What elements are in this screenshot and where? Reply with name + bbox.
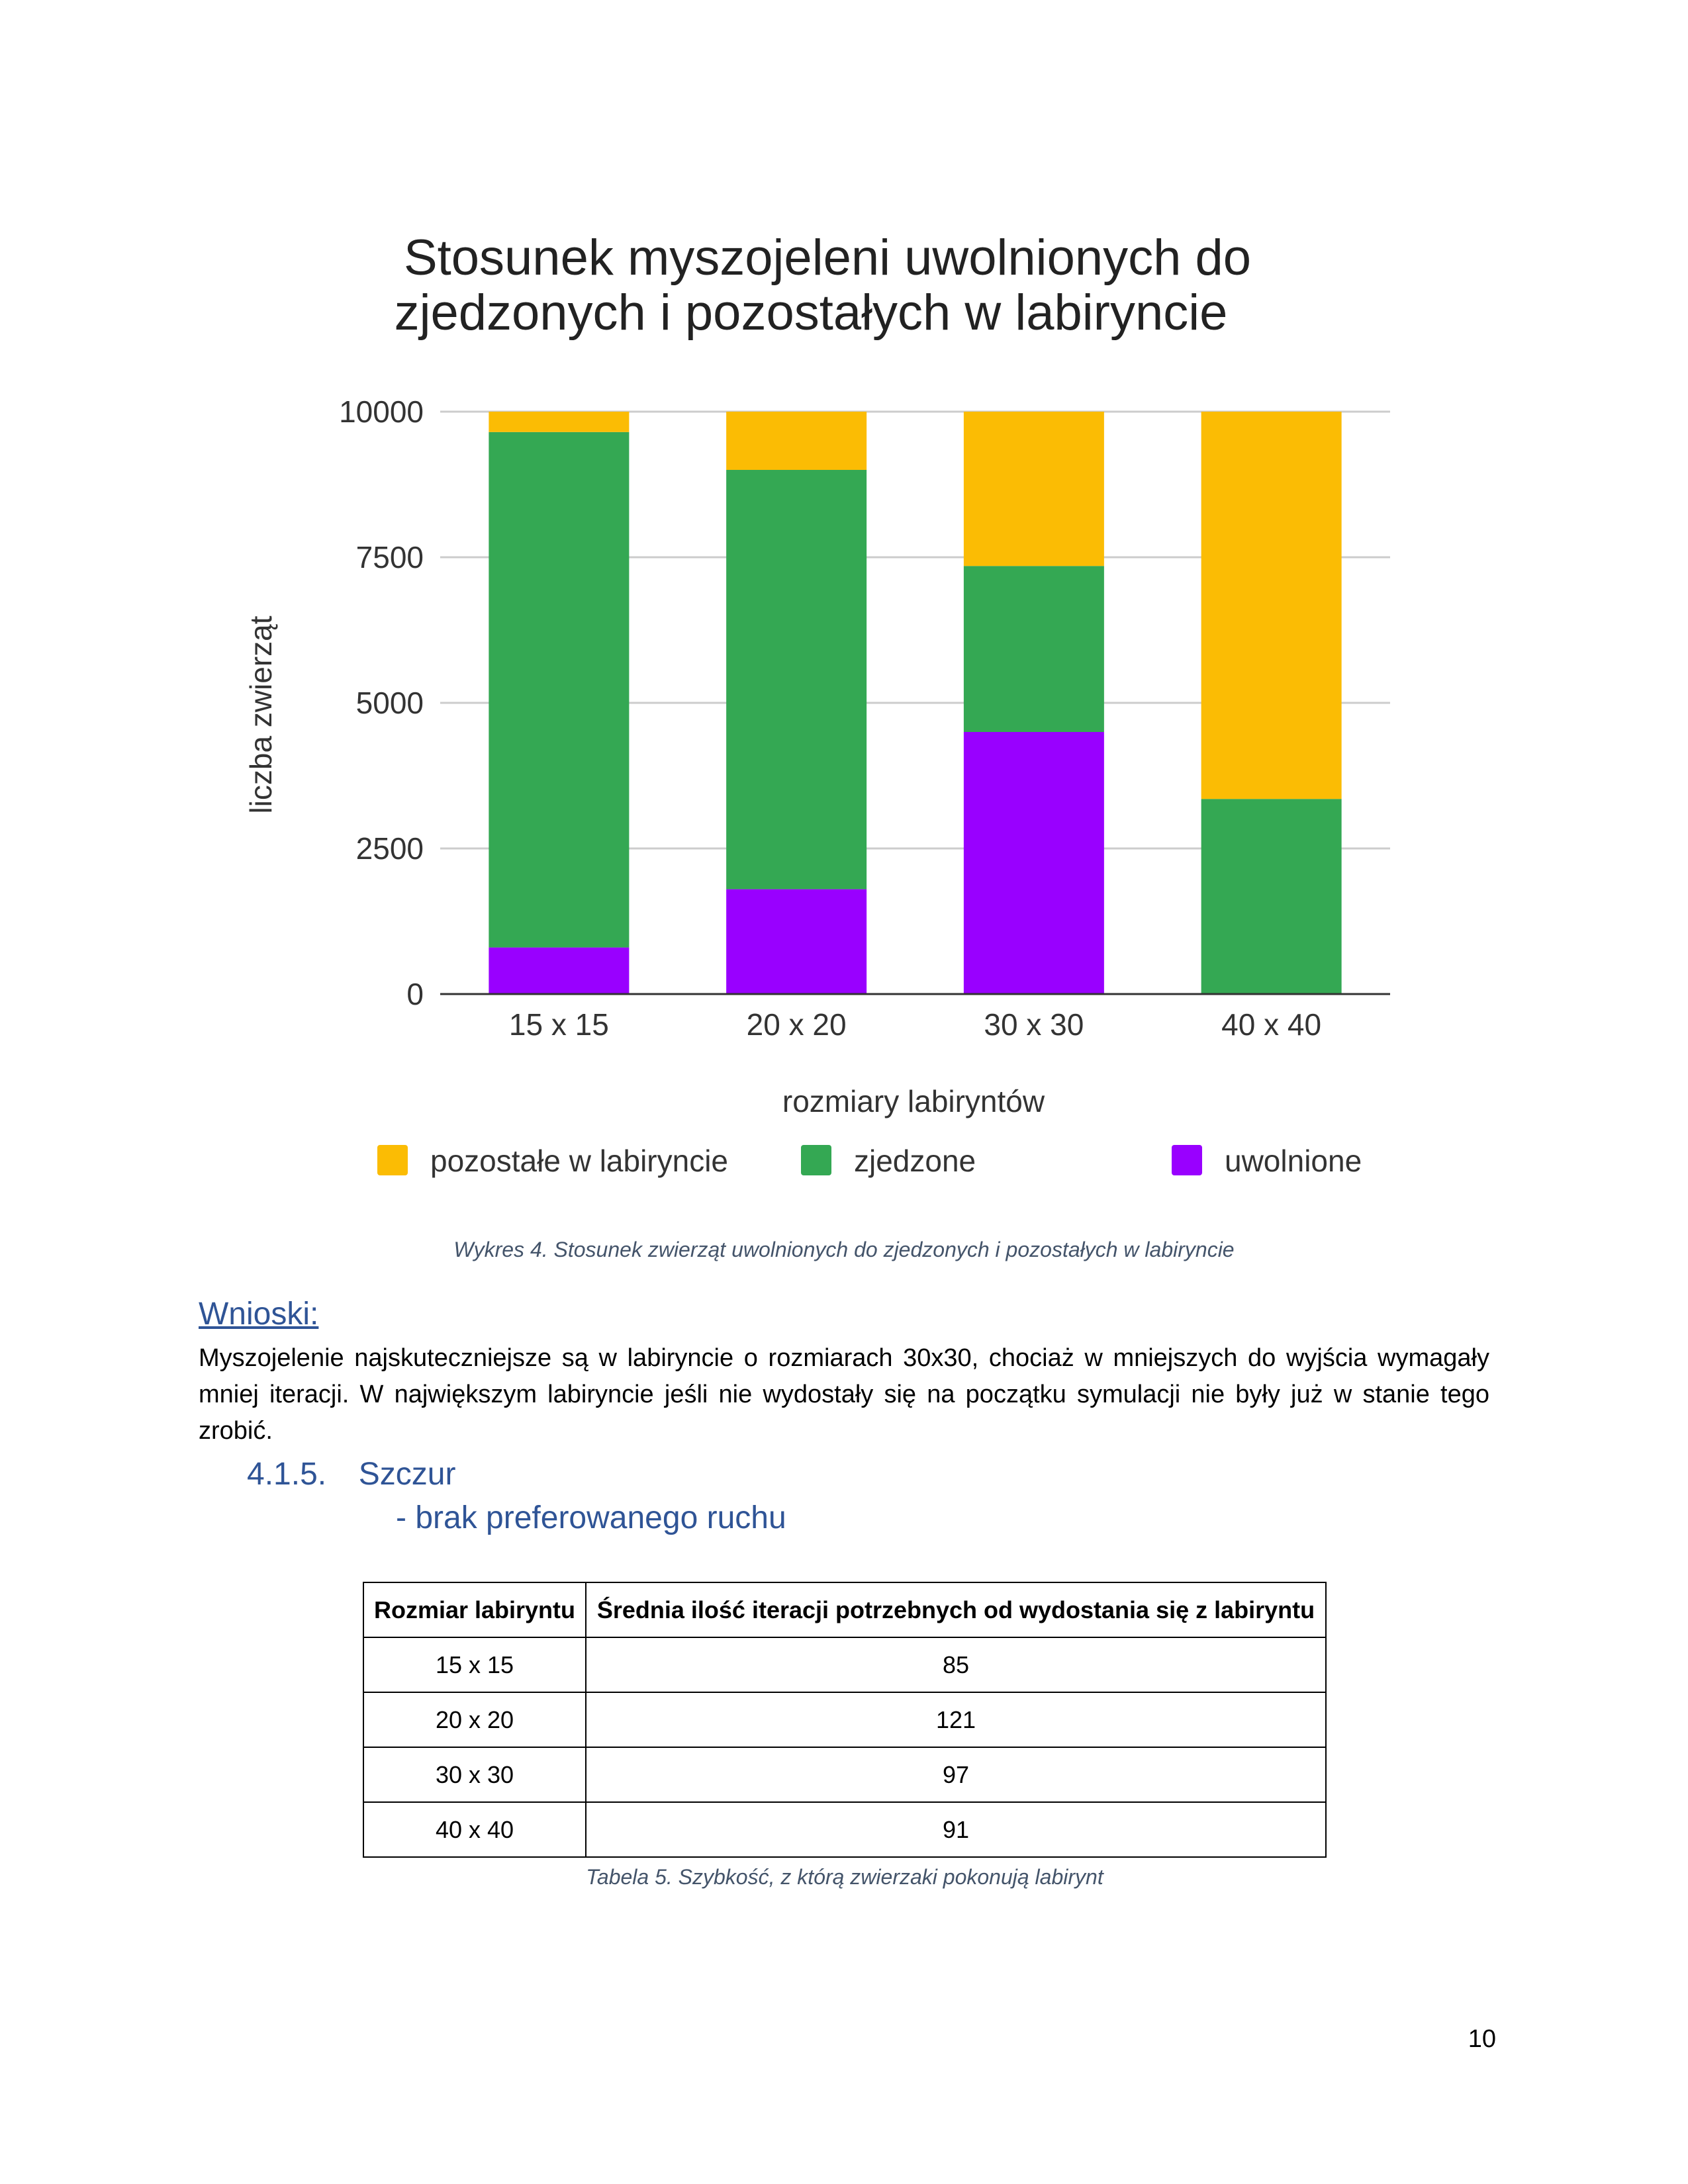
section-subtitle: - brak preferowanego ruchu	[396, 1500, 786, 1535]
axes: 0 2500 5000 7500 10000 15 x 15 20 x 20 30 x 30 4…	[339, 394, 1390, 1042]
y-tick-label: 2500	[356, 831, 424, 866]
legend-label: zjedzone	[854, 1144, 976, 1178]
legend: pozostałe w labiryncie zjedzone uwolnione	[377, 1144, 1362, 1178]
bar-segment	[963, 412, 1104, 567]
legend-label: uwolnione	[1225, 1144, 1362, 1178]
x-tick-label: 15 x 15	[509, 1007, 609, 1042]
section-title: Szczur	[358, 1457, 456, 1492]
table-caption: Tabela 5. Szybkość, z którą zwierzaki po…	[586, 1865, 1103, 1889]
bar-segment	[1201, 412, 1342, 799]
table-header-row: Rozmiar labiryntu Średnia ilość iteracji…	[363, 1582, 1327, 1638]
bar-segment	[726, 889, 867, 994]
bar-segment	[489, 432, 630, 948]
legend-label: pozostałe w labiryncie	[430, 1144, 728, 1178]
table-row: 20 x 20 121	[363, 1692, 1327, 1748]
table-header-cell: Średnia ilość iteracji potrzebnych od wy…	[585, 1582, 1327, 1638]
y-tick-label: 10000	[339, 394, 424, 429]
table-cell: 85	[585, 1637, 1327, 1693]
table-cell: 121	[585, 1692, 1327, 1748]
x-tick-label: 40 x 40	[1221, 1007, 1321, 1042]
y-tick-label: 0	[406, 977, 424, 1011]
table-header-cell: Rozmiar labiryntu	[363, 1582, 586, 1638]
legend-swatch	[801, 1145, 831, 1175]
x-tick-label: 30 x 30	[984, 1007, 1084, 1042]
y-axis-label: liczba zwierząt	[244, 615, 278, 813]
x-axis-label: rozmiary labiryntów	[782, 1084, 1045, 1118]
bar-segment	[489, 412, 630, 432]
table-cell: 40 x 40	[363, 1801, 586, 1858]
page-number: 10	[1468, 2025, 1496, 2053]
chart-title-line-1: Stosunek myszojeleni uwolnionych do	[404, 230, 1251, 286]
table-row: 15 x 15 85	[363, 1637, 1327, 1693]
y-tick-label: 5000	[356, 686, 424, 720]
figure-caption: Wykres 4. Stosunek zwierząt uwolnionych …	[453, 1238, 1235, 1261]
table-cell: 20 x 20	[363, 1692, 586, 1748]
table-cell: 30 x 30	[363, 1747, 586, 1803]
bar-segment	[963, 566, 1104, 732]
stacked-bar-chart: Stosunek myszojeleni uwolnionych do zjed…	[244, 230, 1390, 1178]
y-tick-label: 7500	[356, 540, 424, 574]
table-row: 30 x 30 97	[363, 1747, 1327, 1803]
table-cell: 15 x 15	[363, 1637, 586, 1693]
table-cell: 91	[585, 1801, 1327, 1858]
bar-segment	[489, 947, 630, 994]
legend-swatch	[377, 1145, 408, 1175]
results-table: Rozmiar labiryntu Średnia ilość iteracji…	[363, 1582, 1327, 1858]
bars	[489, 412, 1342, 994]
conclusions-heading: Wnioski:	[199, 1297, 319, 1332]
bar-segment	[963, 732, 1104, 994]
legend-swatch	[1172, 1145, 1202, 1175]
section-heading: 4.1.5. Szczur	[247, 1456, 455, 1492]
table-row: 40 x 40 91	[363, 1801, 1327, 1858]
x-tick-label: 20 x 20	[747, 1007, 847, 1042]
table-cell: 97	[585, 1747, 1327, 1803]
conclusions-paragraph: Myszojelenie najskuteczniejsze są w labi…	[199, 1344, 1489, 1445]
bar-segment	[726, 412, 867, 470]
chart-title-line-2: zjedzonych i pozostałych w labiryncie	[395, 285, 1228, 341]
bar-segment	[726, 470, 867, 889]
bar-segment	[1201, 799, 1342, 994]
section-number: 4.1.5.	[247, 1457, 327, 1492]
